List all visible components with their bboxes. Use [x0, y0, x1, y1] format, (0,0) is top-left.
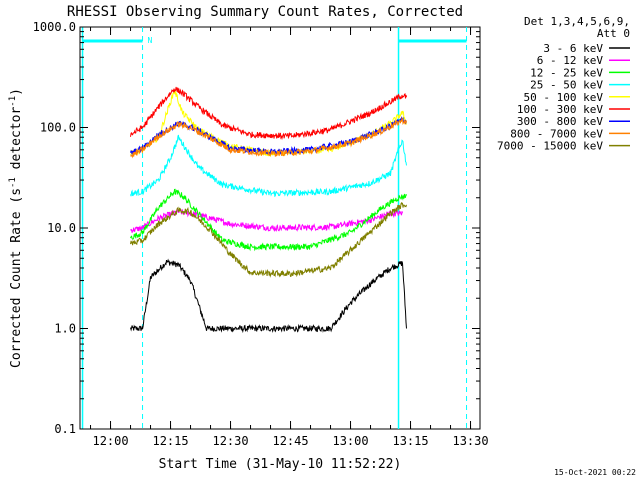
orbit-markers: N — [81, 27, 468, 429]
legend-header-line1: Det 1,3,4,5,6,9, — [524, 15, 630, 28]
series-line-8 — [130, 201, 407, 278]
legend-item-label: 100 - 300 keV — [517, 103, 603, 116]
y-axis-label-end: ) — [9, 88, 24, 96]
x-tick-label: 13:15 — [392, 434, 428, 448]
footer-timestamp: 15-Oct-2021 00:22 — [554, 468, 636, 477]
y-tick-label: 100.0 — [40, 121, 76, 135]
x-tick-label: 12:15 — [152, 434, 188, 448]
x-axis: 12:00 12:15 12:30 12:45 13:00 13:15 13:30 — [90, 27, 489, 448]
series-line-0 — [130, 258, 407, 334]
y-tick-label: 0.1 — [54, 422, 76, 436]
legend-item-label: 50 - 100 keV — [524, 91, 604, 104]
series-line-3 — [130, 134, 407, 198]
chart-title: RHESSI Observing Summary Count Rates, Co… — [67, 4, 463, 20]
y-axis-label: Corrected Count Rate (s-1 detector-1) — [8, 88, 24, 368]
x-tick-label: 13:00 — [332, 434, 368, 448]
legend-item-label: 25 - 50 keV — [530, 79, 603, 92]
x-tick-label: 12:30 — [212, 434, 248, 448]
y-axis-label-sup2: -1 — [8, 96, 18, 107]
series-line-2 — [130, 188, 407, 252]
legend-item-label: 7000 - 15000 keV — [497, 140, 603, 153]
legend-item-label: 800 - 7000 keV — [510, 127, 603, 140]
x-tick-label: 12:45 — [272, 434, 308, 448]
y-axis-label-main: Corrected Count Rate (s — [9, 188, 24, 368]
legend-item-label: 6 - 12 keV — [537, 54, 604, 67]
series-line-7 — [130, 116, 407, 159]
night-band-label: N — [148, 36, 153, 45]
x-axis-label: Start Time (31-May-10 11:52:22) — [159, 457, 402, 472]
y-axis: 0.1 1.0 10.0 100.0 1000.0 — [33, 20, 480, 436]
x-tick-label: 13:30 — [452, 434, 488, 448]
legend-item-label: 12 - 25 keV — [530, 66, 603, 79]
legend-header-line2: Att 0 — [597, 27, 630, 40]
y-tick-label: 1.0 — [54, 322, 76, 336]
series-lines — [130, 86, 407, 334]
y-axis-label-mid: detector — [9, 107, 24, 178]
x-tick-label: 12:00 — [92, 434, 128, 448]
series-line-5 — [130, 86, 407, 141]
y-tick-label: 1000.0 — [33, 20, 76, 34]
y-axis-label-sup1: -1 — [8, 177, 18, 188]
legend-item-label: 300 - 800 keV — [517, 115, 603, 128]
legend-item-label: 3 - 6 keV — [543, 42, 603, 55]
plot-area: N — [79, 26, 481, 430]
y-tick-label: 10.0 — [47, 221, 76, 235]
